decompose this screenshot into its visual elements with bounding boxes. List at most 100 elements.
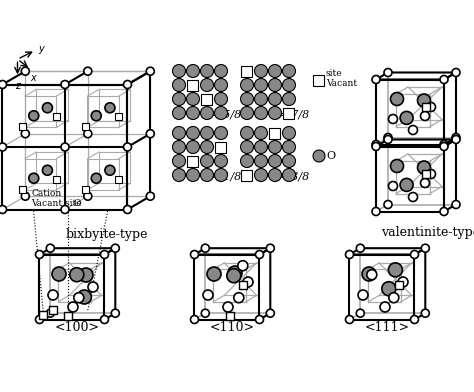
Circle shape [266, 244, 274, 252]
Text: z = 1/8: z = 1/8 [201, 171, 241, 181]
Text: <111>: <111> [365, 321, 410, 334]
Circle shape [452, 134, 460, 142]
Circle shape [201, 78, 213, 91]
Circle shape [201, 169, 213, 181]
Circle shape [100, 250, 109, 258]
Circle shape [43, 165, 53, 175]
Text: O: O [74, 199, 82, 208]
Bar [53, 113, 60, 120]
Bar [49, 306, 57, 314]
Circle shape [372, 140, 380, 149]
Bar [64, 312, 72, 319]
Circle shape [400, 178, 413, 191]
Circle shape [255, 127, 267, 140]
Circle shape [346, 250, 354, 258]
Circle shape [372, 207, 380, 216]
Circle shape [215, 154, 228, 167]
Bar [82, 123, 89, 130]
Bar [19, 186, 26, 193]
Circle shape [240, 154, 254, 167]
Circle shape [215, 93, 228, 105]
Circle shape [372, 76, 380, 83]
Circle shape [186, 169, 200, 181]
Circle shape [223, 302, 233, 312]
Circle shape [388, 263, 402, 277]
Circle shape [124, 80, 131, 89]
Text: valentinite-type: valentinite-type [382, 225, 474, 238]
Circle shape [46, 244, 55, 252]
Circle shape [215, 65, 228, 78]
Circle shape [124, 143, 131, 151]
Circle shape [391, 160, 403, 172]
Circle shape [201, 65, 213, 78]
Circle shape [384, 136, 392, 143]
Circle shape [240, 78, 254, 91]
Text: Vacant site: Vacant site [31, 199, 82, 208]
Circle shape [173, 107, 185, 120]
Bar [188, 80, 199, 91]
Circle shape [124, 205, 131, 214]
Circle shape [268, 107, 282, 120]
Circle shape [398, 277, 408, 287]
Circle shape [203, 290, 213, 300]
Circle shape [268, 93, 282, 105]
Circle shape [346, 316, 354, 323]
Circle shape [146, 192, 155, 200]
Text: x: x [31, 73, 36, 83]
Circle shape [173, 65, 185, 78]
Circle shape [240, 93, 254, 105]
Circle shape [215, 78, 228, 91]
Circle shape [440, 76, 448, 83]
Circle shape [48, 290, 58, 300]
Circle shape [240, 127, 254, 140]
Circle shape [186, 140, 200, 154]
Circle shape [389, 293, 399, 303]
Bar [116, 176, 122, 183]
Circle shape [243, 277, 253, 287]
Circle shape [201, 154, 213, 167]
Bar [39, 310, 47, 318]
Bar [188, 156, 199, 167]
Circle shape [215, 127, 228, 140]
Circle shape [420, 111, 429, 120]
Circle shape [255, 316, 264, 323]
Circle shape [421, 309, 429, 317]
Circle shape [84, 130, 92, 138]
Circle shape [21, 192, 29, 200]
Circle shape [410, 316, 419, 323]
Circle shape [356, 309, 365, 317]
Circle shape [268, 140, 282, 154]
Circle shape [36, 316, 44, 323]
Circle shape [173, 93, 185, 105]
Circle shape [29, 111, 39, 121]
Circle shape [240, 107, 254, 120]
Circle shape [21, 67, 29, 75]
Bar [313, 74, 325, 85]
Text: <100>: <100> [55, 321, 100, 334]
Circle shape [0, 205, 7, 214]
Text: Cation: Cation [31, 189, 62, 198]
Circle shape [400, 111, 413, 124]
Circle shape [283, 154, 295, 167]
Circle shape [173, 127, 185, 140]
Circle shape [384, 69, 392, 76]
Bar [422, 103, 430, 111]
Text: z: z [15, 81, 20, 91]
Circle shape [367, 270, 377, 280]
Circle shape [201, 140, 213, 154]
Text: z = 5/8: z = 5/8 [201, 109, 241, 119]
Circle shape [79, 268, 93, 282]
Circle shape [452, 69, 460, 76]
Circle shape [84, 192, 92, 200]
Circle shape [440, 143, 448, 151]
Circle shape [358, 290, 368, 300]
Circle shape [356, 244, 365, 252]
Circle shape [380, 302, 390, 312]
Circle shape [215, 107, 228, 120]
Circle shape [201, 107, 213, 120]
Circle shape [105, 103, 115, 113]
Circle shape [266, 309, 274, 317]
Circle shape [68, 302, 78, 312]
Circle shape [391, 93, 403, 105]
Circle shape [186, 107, 200, 120]
